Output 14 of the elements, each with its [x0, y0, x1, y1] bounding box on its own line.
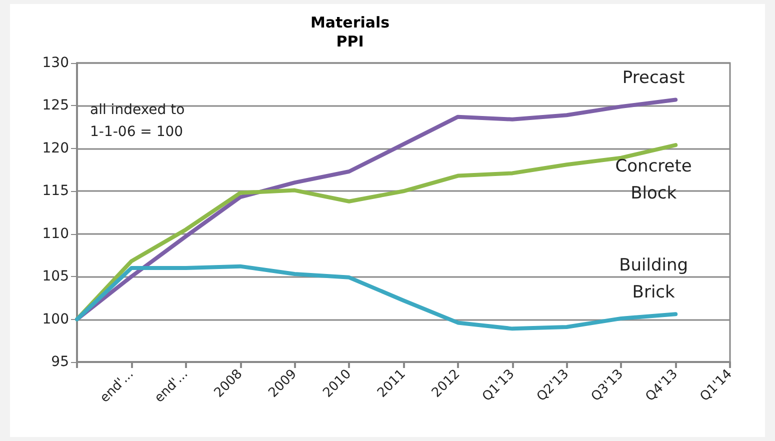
chart-title: Materials: [310, 14, 390, 32]
y-tick-label: 125: [42, 98, 69, 114]
y-tick-label: 120: [42, 140, 69, 156]
y-tick-label: 100: [42, 311, 69, 328]
y-tick-label: 115: [42, 183, 69, 200]
annotation: all indexed to 1-1-06 = 100: [90, 102, 185, 140]
y-tick-label: 105: [42, 268, 69, 285]
series-label: Concrete Block: [615, 156, 692, 204]
chart-subtitle: PPI: [336, 32, 364, 50]
series-label: Building Brick: [619, 256, 688, 303]
series-label: Precast: [622, 68, 686, 88]
y-tick-label: 110: [42, 226, 69, 242]
y-tick-label: 95: [51, 354, 69, 370]
y-tick-label: 130: [42, 55, 69, 71]
